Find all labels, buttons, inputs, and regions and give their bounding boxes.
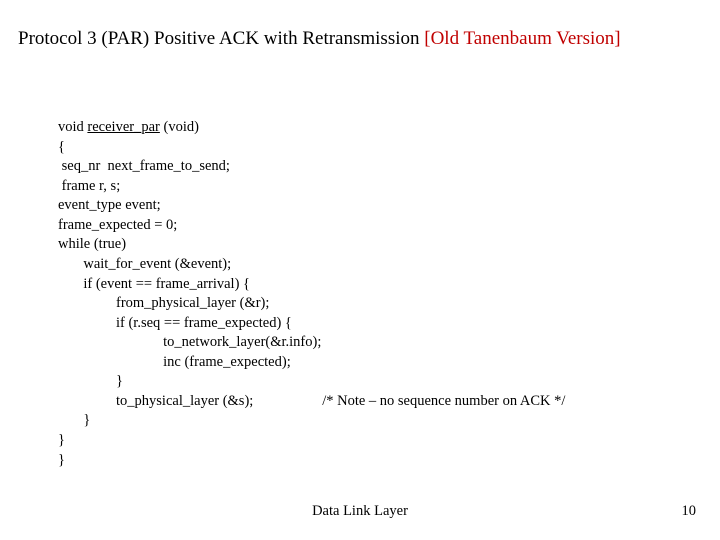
title-version: [Old Tanenbaum Version] — [424, 28, 620, 49]
code-l12: to_network_layer(&r.info); — [58, 334, 321, 350]
code-l14: } — [58, 373, 123, 389]
code-l10: from_physical_layer (&r); — [58, 295, 269, 311]
code-l13: inc (frame_expected); — [58, 354, 291, 370]
code-l9: if (event == frame_arrival) { — [58, 276, 250, 292]
code-l17: } — [58, 432, 65, 448]
code-l1-func: receiver_par — [87, 119, 159, 135]
code-l11: if (r.seq == frame_expected) { — [58, 315, 292, 331]
page-number: 10 — [682, 503, 697, 520]
code-l2: { — [58, 139, 65, 155]
footer-center: Data Link Layer — [0, 503, 720, 520]
code-block: void receiver_par (void) { seq_nr next_f… — [58, 118, 565, 470]
title-main: Protocol 3 (PAR) Positive ACK with Retra… — [18, 28, 424, 49]
code-l7: while (true) — [58, 236, 126, 252]
code-l16: } — [58, 412, 90, 428]
code-l1-args: (void) — [160, 119, 199, 135]
code-l8: wait_for_event (&event); — [58, 256, 231, 272]
code-l6: frame_expected = 0; — [58, 217, 177, 233]
code-l3: seq_nr next_frame_to_send; — [58, 158, 230, 174]
code-l15a: to_physical_layer (&s); — [58, 393, 322, 409]
code-l15-comment: /* Note – no sequence number on ACK */ — [322, 392, 565, 412]
slide-title: Protocol 3 (PAR) Positive ACK with Retra… — [18, 28, 621, 50]
code-l1-void: void — [58, 119, 87, 135]
code-l5: event_type event; — [58, 197, 161, 213]
code-l4: frame r, s; — [58, 178, 120, 194]
code-l18: } — [58, 452, 65, 468]
